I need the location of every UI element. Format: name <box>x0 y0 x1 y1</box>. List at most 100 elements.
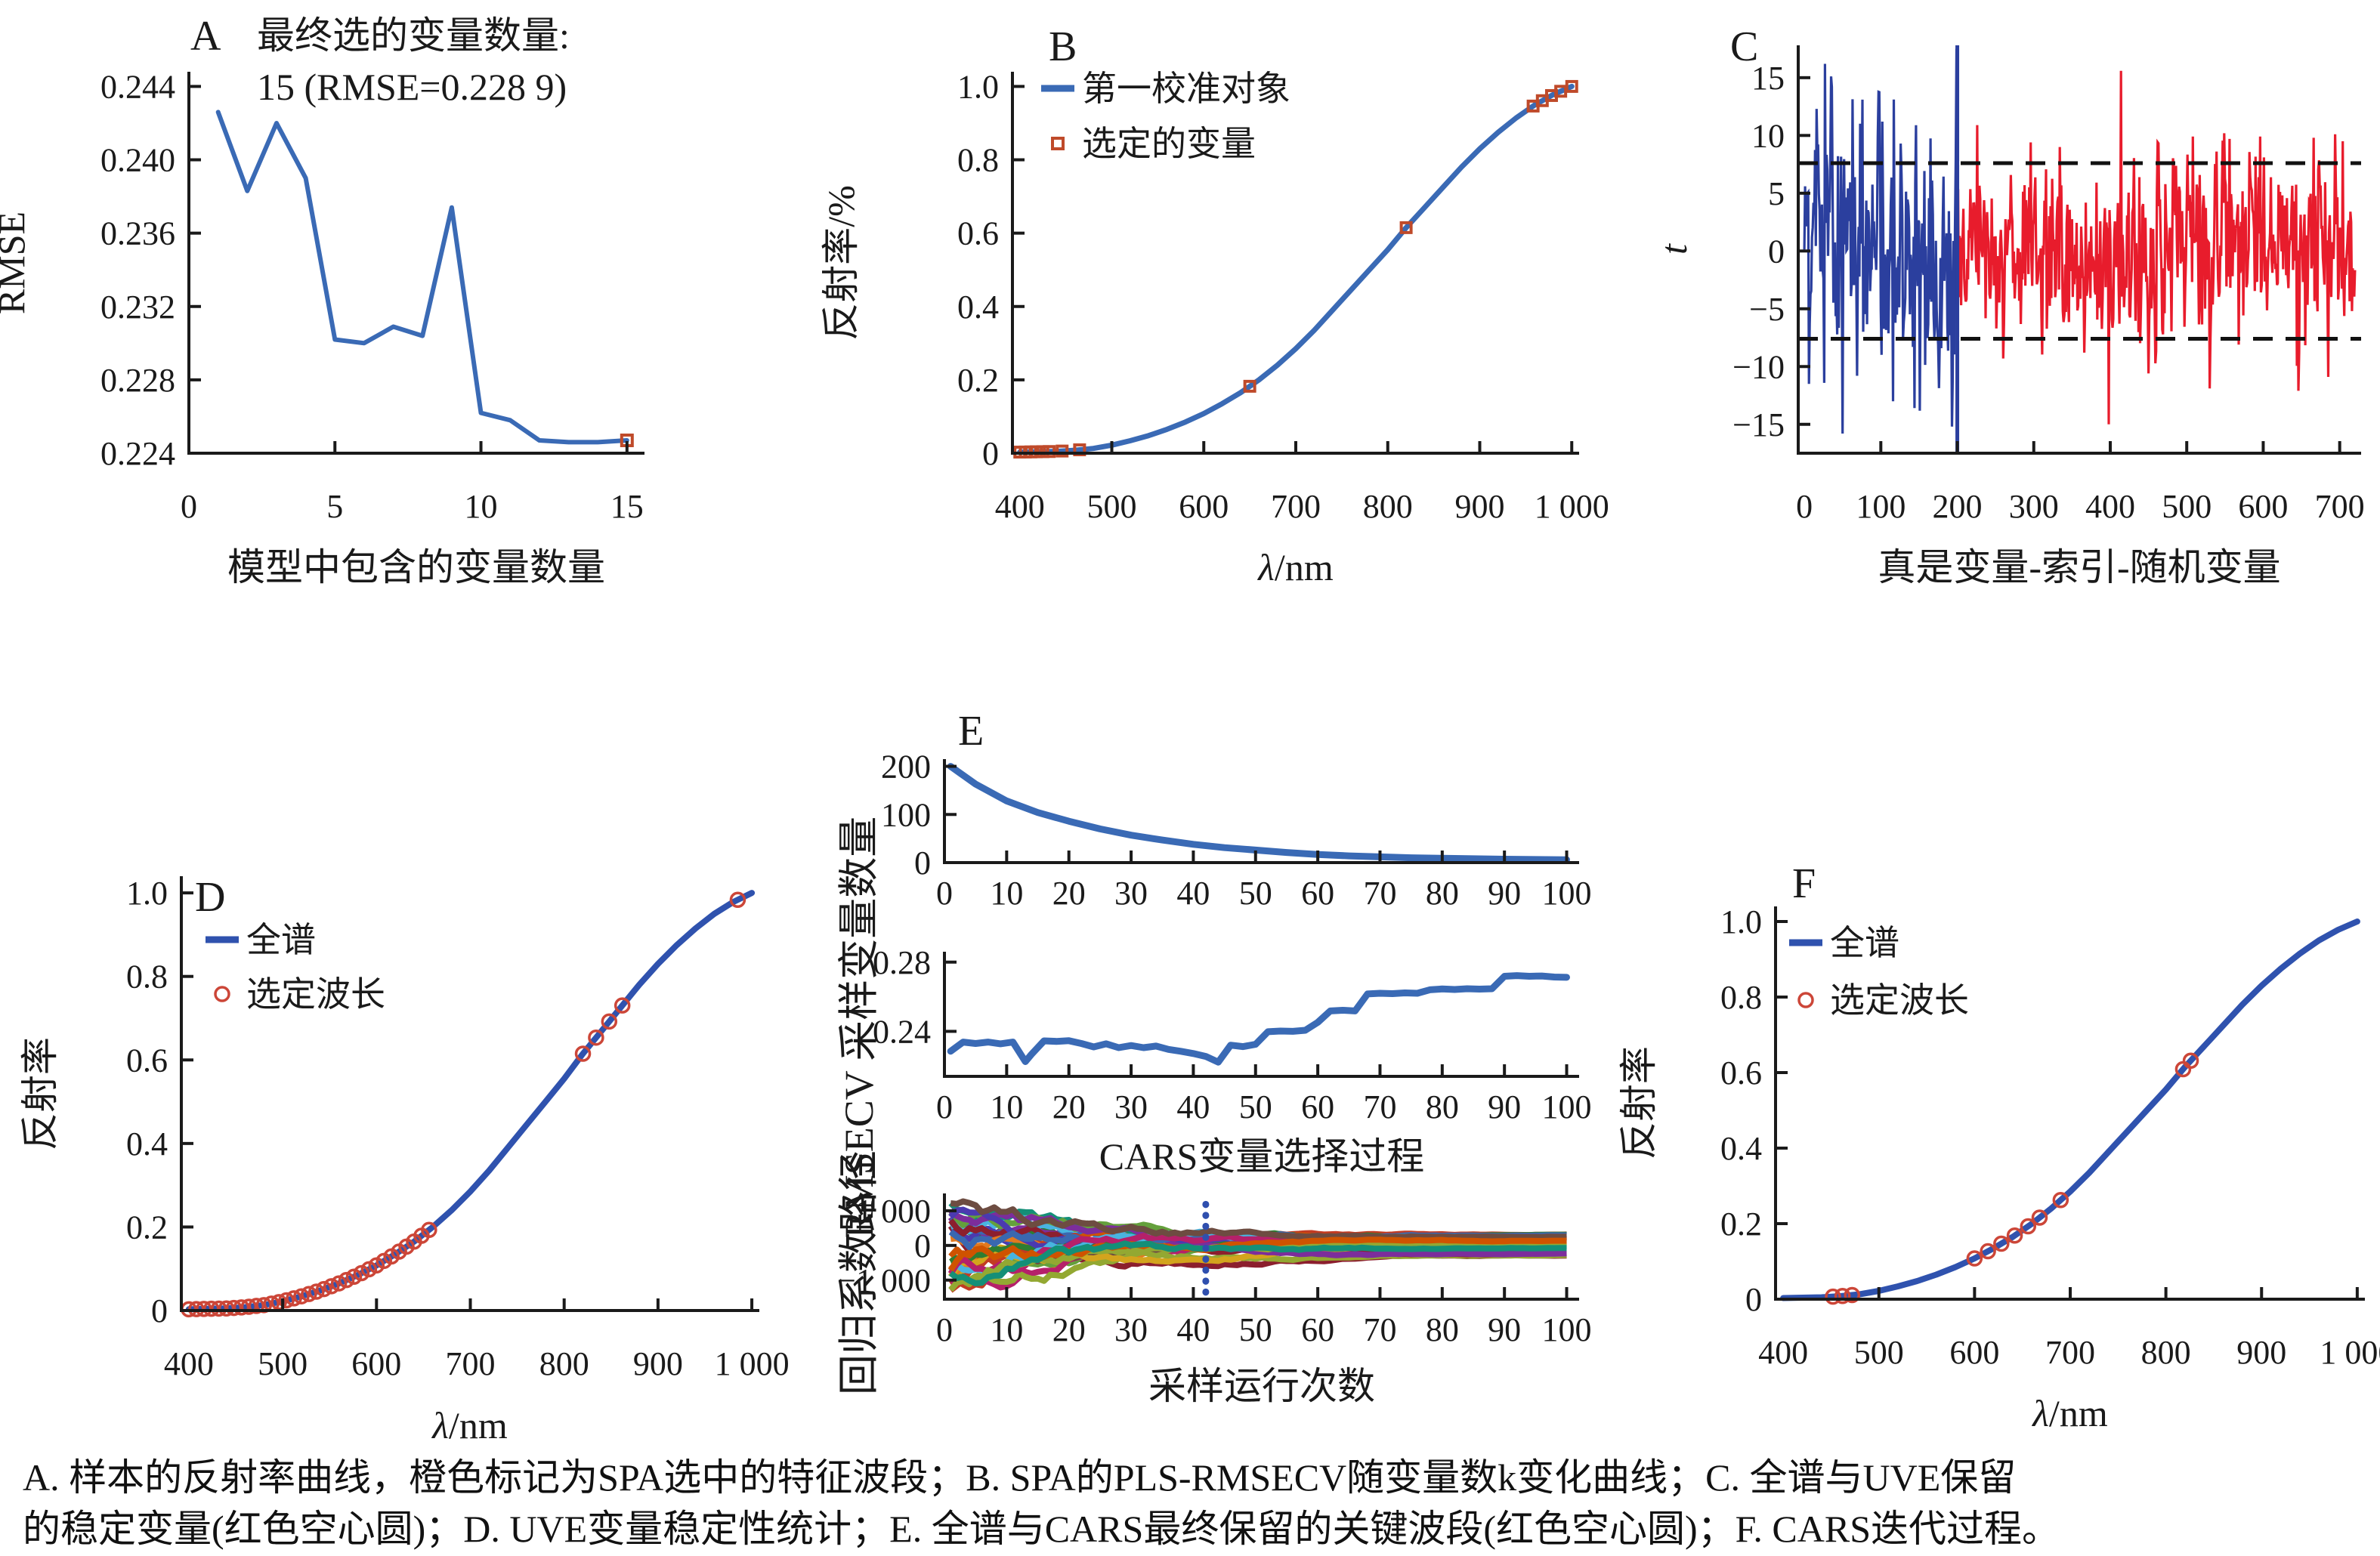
x-tick-label: 0 <box>936 1311 953 1348</box>
panel-b-spa-selected-variables: 400 500 600 700 800 900 1 000 0 0.2 0.4 0.6 0.8 1.0 λ… <box>801 0 1617 627</box>
x-tick-label: 900 <box>633 1345 683 1382</box>
x-tick-label: 50 <box>1239 1088 1272 1125</box>
selected-wavelength-marker <box>729 891 746 908</box>
x-tick-label: 90 <box>1488 1088 1521 1125</box>
x-tick-label: 600 <box>351 1345 401 1382</box>
x-tick-label: 0 <box>936 875 953 912</box>
x-tick-label: 500 <box>1086 488 1136 525</box>
chart-D: 400 500 600 700 800 900 1 000 0 0.2 0.4 0.6 0.8 1.0 λ… <box>19 874 790 1446</box>
x-tick-label: 20 <box>1052 1311 1086 1348</box>
x-tick-label: 10 <box>990 875 1023 912</box>
y-tick-label: 10 <box>1751 117 1785 154</box>
y-tick-label: 0.2 <box>957 362 999 399</box>
selected-wavelength-marker <box>308 1283 325 1300</box>
x-tick-label: 100 <box>1542 875 1592 912</box>
selected-wavelength-marker <box>233 1299 250 1316</box>
x-tick-label: 100 <box>1542 1088 1592 1125</box>
y-tick-label: 0.4 <box>1720 1130 1762 1167</box>
y-tick-label: 0 <box>914 1227 931 1264</box>
x-axis-label: 模型中包含的变量数量 <box>227 546 605 588</box>
selected-wavelength-marker <box>248 1298 265 1314</box>
x-axis-label: 真是变量-索引-随机变量 <box>1878 546 2280 588</box>
y-tick-label: 0.8 <box>957 142 999 179</box>
x-tick-label: 60 <box>1301 1311 1334 1348</box>
y-tick-label: 0.224 <box>100 435 175 472</box>
selected-wavelength-marker <box>316 1280 332 1298</box>
x-tick-label: 30 <box>1114 1311 1148 1348</box>
x-tick-label: 300 <box>2009 488 2059 525</box>
y-tick-label: 5 <box>1768 175 1785 212</box>
selected-wavelength-marker <box>210 1300 227 1317</box>
x-tick-label: 800 <box>2141 1334 2191 1371</box>
y-tick-label: −15 <box>1732 406 1785 443</box>
panel-c-uve-stability: 0 100 200 300 400 500 600 700 −15 −10 −5 0 5 10 15 真是变量… <box>1617 0 2380 627</box>
panel-letter: D <box>195 874 225 921</box>
selected-wavelength-marker <box>196 1301 212 1317</box>
x-tick-label: 90 <box>1488 1311 1521 1348</box>
x-tick-label: 20 <box>1052 875 1086 912</box>
chart-E2: 0 10 20 30 40 50 60 70 80 90 100 0.24 0.28 CARS变量选择过程 <box>873 944 1592 1178</box>
x-tick-label: 50 <box>1239 875 1272 912</box>
x-tick-label: 5 <box>326 488 343 525</box>
selected-wavelength-marker <box>202 1300 220 1317</box>
x-tick-label: 800 <box>1363 488 1413 525</box>
x-tick-label: 700 <box>446 1345 496 1382</box>
selected-variable-marker <box>1243 379 1256 393</box>
x-tick-label: 900 <box>2236 1334 2286 1371</box>
x-tick-label: 1 000 <box>2320 1334 2380 1371</box>
panel-d-uve-selected-wavelengths: 400 500 600 700 800 900 1 000 0 0.2 0.4 0.6 0.8 1.0 λ… <box>15 770 831 1450</box>
legend-label: 选定波长 <box>1830 981 1969 1020</box>
selected-wavelength-marker <box>218 1300 235 1317</box>
x-tick-label: 80 <box>1426 1088 1459 1125</box>
selected-wavelength-marker <box>1993 1235 2010 1252</box>
x-tick-label: 10 <box>465 488 498 525</box>
x-tick-label: 1 000 <box>715 1345 790 1382</box>
x-tick-label: 60 <box>1301 875 1334 912</box>
y-tick-label: 0.4 <box>957 289 999 326</box>
x-tick-label: 70 <box>1363 875 1396 912</box>
x-tick-label: 60 <box>1301 1088 1334 1125</box>
legend-label: 全谱 <box>1830 924 1899 962</box>
legend-label: 全谱 <box>246 921 316 959</box>
y-tick-label: 0.240 <box>100 142 175 179</box>
true-variable-series <box>1803 48 1959 434</box>
y-tick-label: 1 000 <box>856 1193 931 1230</box>
legend-square-sample <box>1051 137 1065 150</box>
selected-wavelength-marker <box>1834 1288 1851 1304</box>
x-tick-label: 50 <box>1239 1311 1272 1348</box>
x-tick-label: 0 <box>936 1088 953 1125</box>
chart-C: 0 100 200 300 400 500 600 700 −15 −10 −5 0 5 10 15 真是变量… <box>1652 23 2365 588</box>
y-axis-label: t <box>1652 243 1695 255</box>
x-tick-label: 500 <box>1854 1334 1904 1371</box>
y-axis-label: 反射率 <box>19 1037 61 1150</box>
panel-f-cars-selected-wavelengths: 400 500 600 700 800 900 1 000 0 0.2 0.4 0.6 0.8 1.0 λ… <box>1617 770 2380 1450</box>
selected-wavelength-marker <box>2031 1209 2048 1226</box>
x-tick-label: 400 <box>1758 1334 1808 1371</box>
y-tick-label: 15 <box>1751 60 1785 97</box>
x-axis-label: λ/nm <box>2031 1392 2108 1434</box>
selected-wavelength-marker <box>345 1268 363 1285</box>
chart-A: 0 5 10 15 0.224 0.228 0.232 0.236 0.240 0.244 模型中包… <box>0 13 644 588</box>
panel-letter: F <box>1792 860 1816 907</box>
coefficient-path <box>947 1236 1567 1272</box>
x-tick-label: 600 <box>1179 488 1229 525</box>
selected-wavelength-marker <box>278 1292 295 1309</box>
x-tick-label: 10 <box>990 1088 1023 1125</box>
x-tick-label: 400 <box>2085 488 2135 525</box>
y-tick-label: 0 <box>914 844 931 881</box>
selected-wavelength-marker <box>2020 1218 2037 1235</box>
x-tick-label: 15 <box>610 488 644 525</box>
y-tick-label: 1.0 <box>1720 903 1762 940</box>
y-tick-label: 1.0 <box>126 875 168 912</box>
x-axis-label: 采样运行次数 <box>1148 1365 1375 1407</box>
y-tick-label: 200 <box>881 749 931 786</box>
panel-a-rmse-vs-variables: 0 5 10 15 0.224 0.228 0.232 0.236 0.240 0.244 模型中包… <box>0 0 801 627</box>
selected-wavelength-marker <box>286 1290 302 1307</box>
y-tick-label: 0.236 <box>100 215 175 252</box>
y-axis-label: 反射率 <box>1618 1046 1660 1159</box>
x-tick-label: 400 <box>995 488 1045 525</box>
selected-wavelength-marker <box>1966 1250 1983 1267</box>
selected-variable-marker <box>1056 444 1069 458</box>
